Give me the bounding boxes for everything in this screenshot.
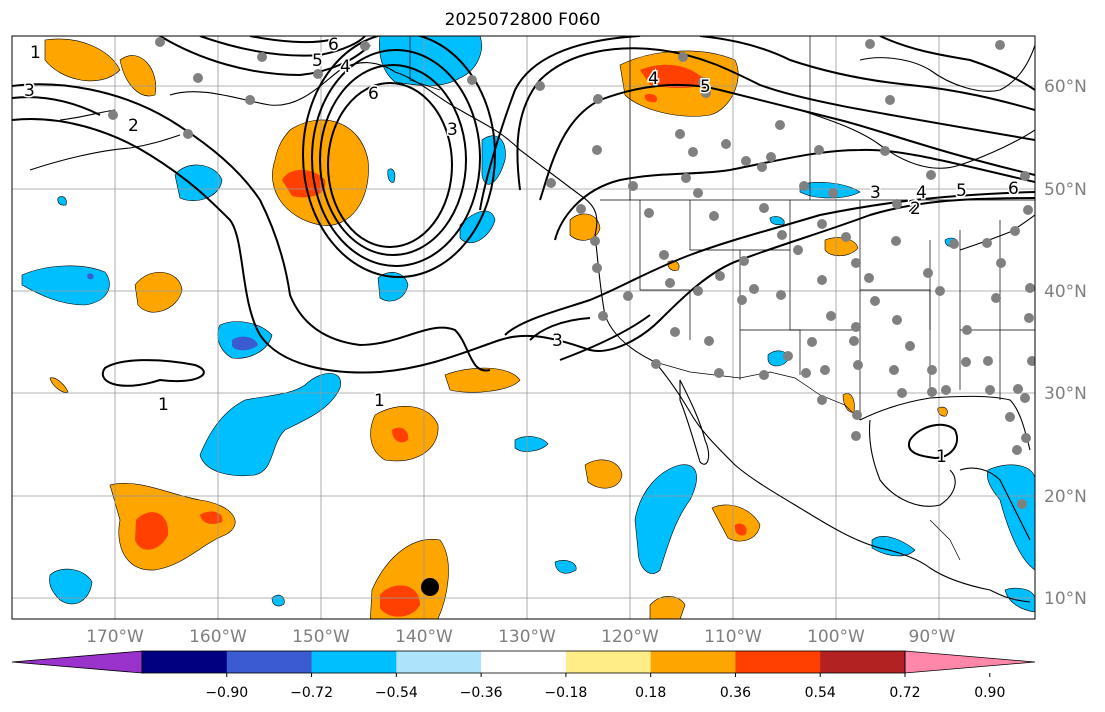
lon-label: 100°W	[807, 627, 865, 647]
colorbar-extension-high	[904, 650, 1036, 674]
contour-label: 3	[24, 81, 35, 101]
strong-positive-anomaly-areas	[135, 64, 747, 617]
colorbar-segment	[311, 651, 397, 673]
colorbar-tick-label: −0.90	[205, 685, 248, 701]
colorbar-segment	[142, 651, 228, 673]
lon-label: 160°W	[189, 627, 247, 647]
lat-label: 10°N	[1044, 589, 1087, 609]
lat-label: 60°N	[1044, 77, 1087, 97]
colorbar-segment	[481, 651, 567, 673]
station-markers	[108, 37, 1035, 509]
map-frame	[11, 35, 1036, 620]
colorbar-tick-label: −0.72	[290, 685, 333, 701]
colorbar-tick-label: 0.36	[720, 685, 751, 701]
colorbar-segment	[226, 651, 313, 673]
contour-label: 5	[312, 51, 323, 71]
colorbar-ticks: −0.90 −0.72 −0.54 −0.36 −0.18 0.18 0.36 0.54 0.7…	[205, 673, 1005, 701]
contour-label: 3	[552, 331, 563, 351]
colorbar-tick-label: 0.54	[805, 685, 836, 701]
contour-label: 4	[916, 183, 927, 203]
contour-label: 2	[910, 199, 921, 219]
colorbar-segments	[11, 650, 1036, 674]
colorbar-tick-label: −0.54	[375, 685, 418, 701]
colorbar-segment	[396, 651, 482, 673]
storm-center-marker	[421, 578, 439, 596]
contour-label: 6	[368, 84, 379, 104]
coastlines	[29, 44, 1035, 603]
contour-label: 6	[1008, 179, 1019, 199]
graticule	[12, 36, 1035, 619]
colorbar: −0.90 −0.72 −0.54 −0.36 −0.18 0.18 0.36 0.54 0.7…	[11, 650, 1036, 701]
colorbar-tick-label: −0.18	[544, 685, 587, 701]
colorbar-tick-label: 0.72	[889, 685, 920, 701]
strong-negative-anomaly-areas	[87, 273, 258, 351]
lon-label: 120°W	[601, 627, 659, 647]
contour-label: 6	[328, 35, 339, 55]
lat-label: 50°N	[1044, 180, 1087, 200]
contour-label: 1	[158, 395, 169, 415]
colorbar-segment	[565, 651, 652, 673]
colorbar-extension-low	[11, 650, 143, 674]
contour-label: 5	[700, 77, 711, 97]
colorbar-tick-label: 0.18	[635, 685, 666, 701]
contour-label-group: 1 2 3 4 5 6 5 4 6 3 2 3 1 1 3 4 5 6 2 1	[23, 34, 1021, 469]
lat-label: 40°N	[1044, 282, 1087, 302]
contour-label: 4	[340, 57, 351, 77]
lon-label: 90°W	[909, 627, 956, 647]
negative-anomaly-areas	[21, 36, 1035, 613]
contour-label: 4	[648, 69, 659, 89]
lat-label: 20°N	[1044, 487, 1087, 507]
contour-lines	[12, 36, 1035, 460]
lon-label: 140°W	[395, 627, 453, 647]
colorbar-tick-label: −0.36	[460, 685, 503, 701]
latitude-labels: 60°N 50°N 40°N 30°N 20°N 10°N	[1044, 77, 1087, 609]
contour-label: 2	[908, 197, 919, 217]
colorbar-segment	[650, 651, 736, 673]
colorbar-segment	[735, 651, 821, 673]
longitude-labels: 170°W 160°W 150°W 140°W 130°W 120°W 110°…	[86, 627, 956, 647]
colorbar-outline	[141, 650, 906, 674]
contour-label: 3	[447, 120, 458, 140]
lon-label: 150°W	[292, 627, 350, 647]
contour-label: 3	[870, 183, 881, 203]
colorbar-segment	[820, 651, 906, 673]
contour-label: 5	[956, 181, 967, 201]
contour-label: 1	[936, 447, 947, 467]
contour-label: 1	[374, 391, 385, 411]
lon-label: 110°W	[704, 627, 762, 647]
contour-label: 1	[30, 43, 41, 63]
map-title: 2025072800 F060	[444, 10, 601, 30]
contour-label: 2	[128, 116, 139, 136]
political-borders	[409, 36, 1035, 561]
lon-label: 170°W	[86, 627, 144, 647]
lat-label: 30°N	[1044, 384, 1087, 404]
colorbar-tick-label: 0.90	[974, 685, 1005, 701]
lon-label: 130°W	[498, 627, 556, 647]
